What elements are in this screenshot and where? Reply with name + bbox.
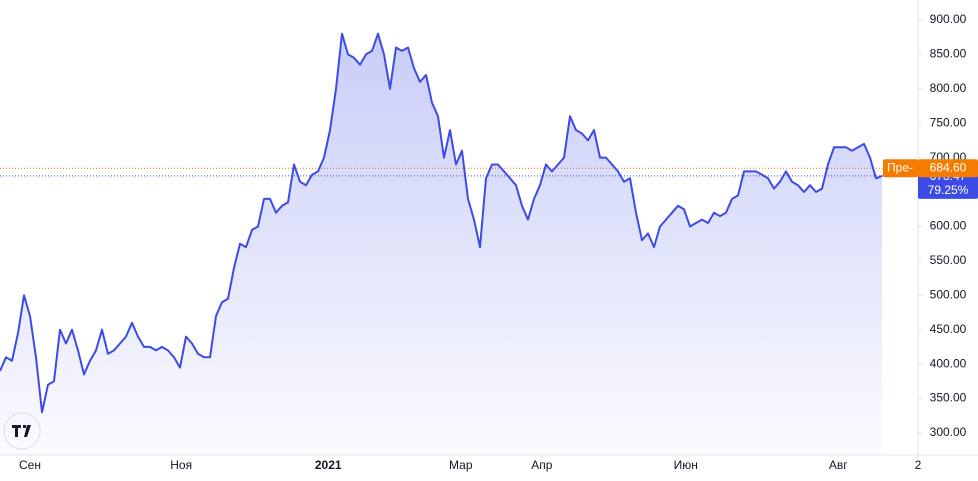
- prev-close-label: 684.60: [930, 160, 967, 174]
- change-label: 79.25%: [928, 183, 969, 197]
- x-tick-label: Авг: [829, 458, 848, 472]
- x-tick-label: Апр: [531, 458, 553, 472]
- prev-close-name: Пре-: [887, 160, 913, 174]
- y-tick-label: 550.00: [930, 253, 967, 267]
- y-tick-label: 350.00: [930, 391, 967, 405]
- area: [0, 33, 882, 455]
- line: [0, 32, 883, 414]
- y-tick-label: 850.00: [930, 47, 967, 61]
- y-tick-label: 450.00: [930, 322, 967, 336]
- y-tick-label: 400.00: [930, 356, 967, 370]
- y-tick-label: 750.00: [930, 115, 967, 129]
- x-tick-label: Мар: [449, 458, 473, 472]
- x-tick-label: 2: [915, 458, 922, 472]
- y-tick-label: 600.00: [930, 219, 967, 233]
- y-tick-label: 500.00: [930, 287, 967, 301]
- y-tick-label: 300.00: [930, 425, 967, 439]
- y-tick-label: 800.00: [930, 81, 967, 95]
- x-tick-label: 2021: [315, 458, 342, 472]
- x-tick-label: Ноя: [170, 458, 192, 472]
- x-tick-label: Июн: [674, 458, 698, 472]
- prev-close-tag: [918, 159, 978, 178]
- y-tick-label: 900.00: [930, 12, 967, 26]
- x-tick-label: Сен: [19, 458, 41, 472]
- prev-close-name-tag: [883, 159, 918, 178]
